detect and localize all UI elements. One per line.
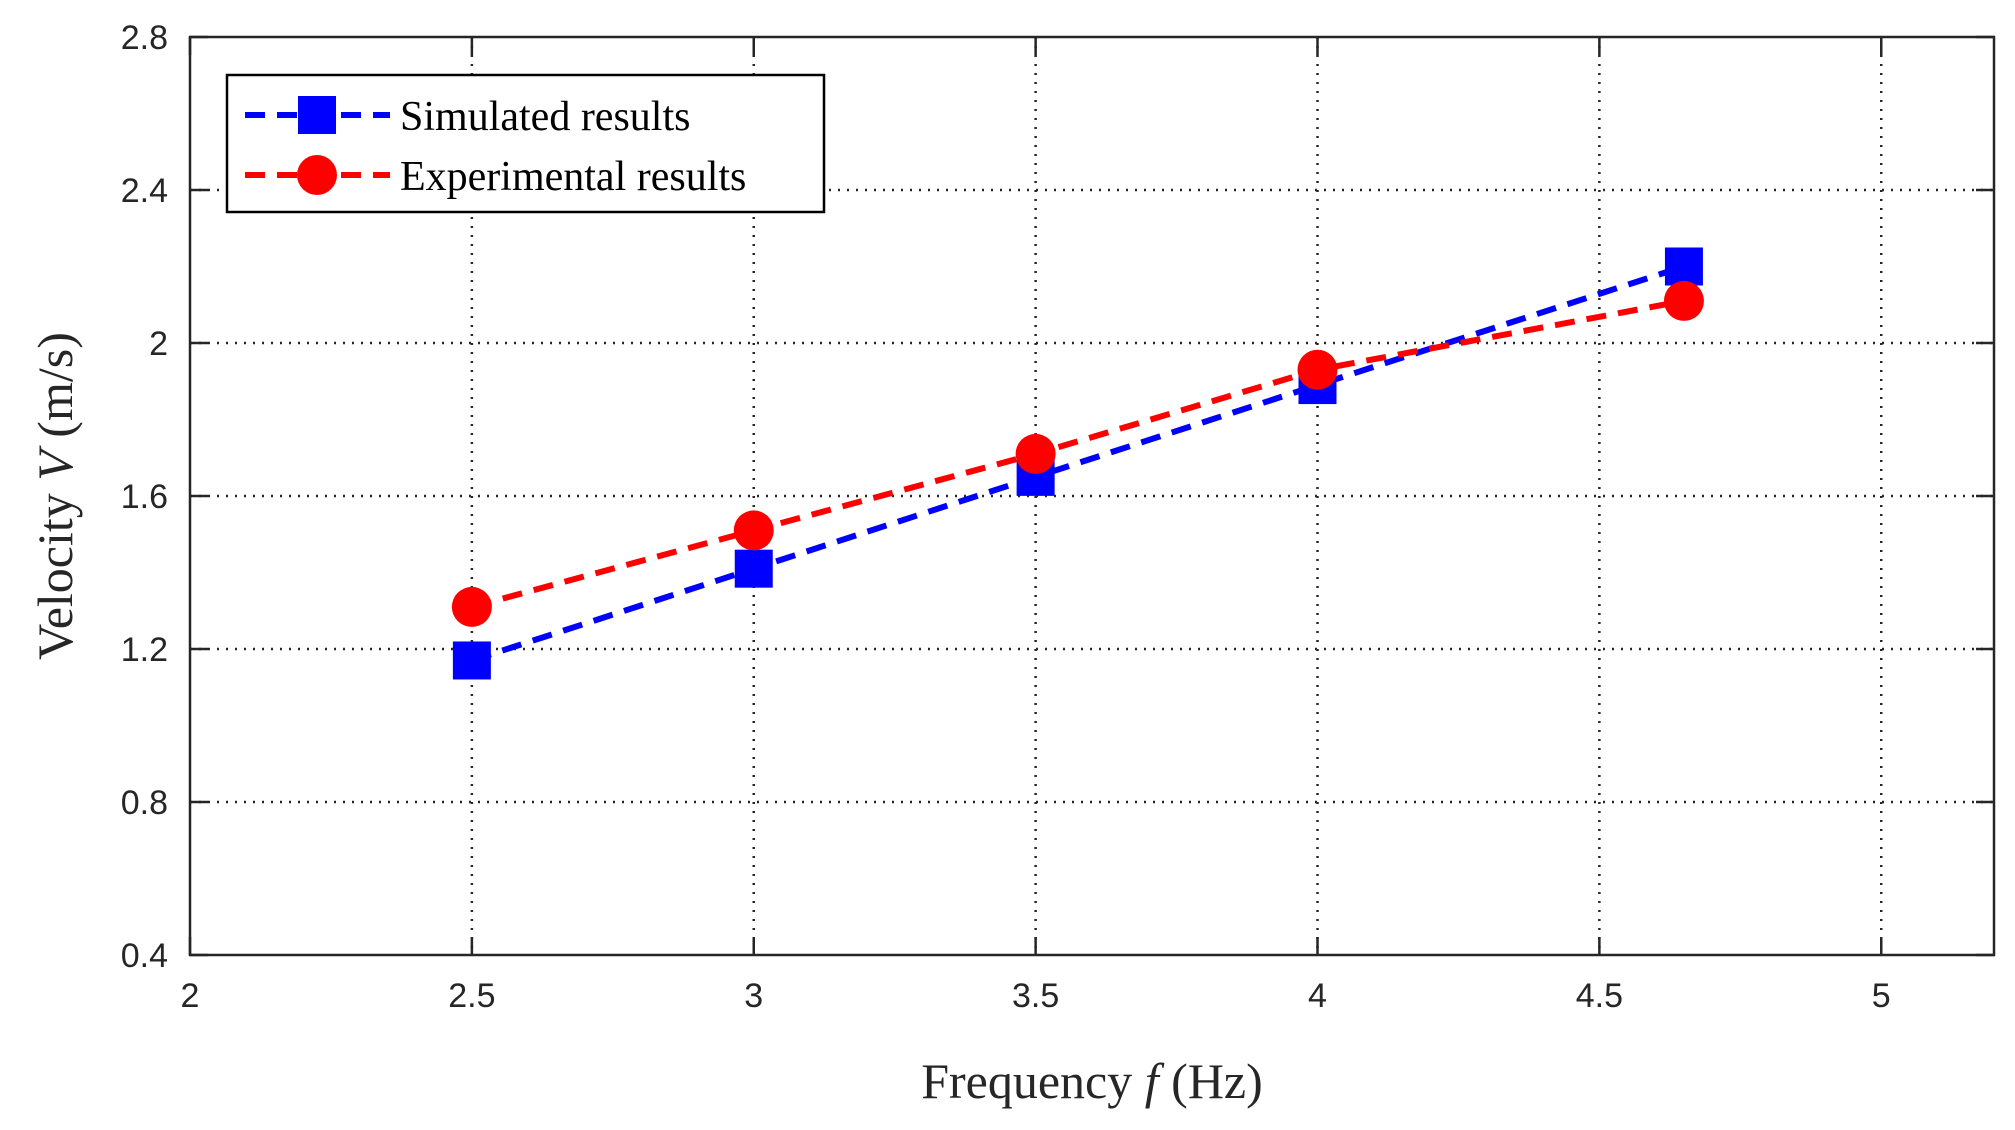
y-tick-label: 1.6 bbox=[121, 478, 168, 516]
x-tick-label: 2 bbox=[181, 977, 200, 1015]
legend-label-simulated: Simulated results bbox=[400, 94, 690, 140]
series-simulated bbox=[452, 247, 1703, 680]
y-tick-label: 2.8 bbox=[121, 19, 168, 57]
series-experimental bbox=[451, 280, 1704, 627]
x-tick-label: 5 bbox=[1872, 977, 1891, 1015]
data-point-square bbox=[1664, 247, 1703, 286]
ticks: 2 2.5 3 3.5 4 4.5 5 0.4 0.8 1.2 1.6 2 2.4 2.8 bbox=[121, 19, 1994, 1015]
x-tick-label: 3.5 bbox=[1012, 977, 1059, 1015]
x-tick-label: 4.5 bbox=[1576, 977, 1623, 1015]
series-line bbox=[471, 297, 1685, 610]
grid bbox=[190, 37, 1994, 955]
x-axis-label: Frequency f (Hz) bbox=[921, 1053, 1263, 1109]
data-point-circle bbox=[451, 586, 492, 627]
y-tick-label: 0.4 bbox=[121, 937, 168, 975]
y-tick-label: 0.8 bbox=[121, 784, 168, 822]
data-point-circle bbox=[733, 510, 774, 551]
x-tick-label: 4 bbox=[1308, 977, 1327, 1015]
data-point-circle bbox=[1015, 433, 1056, 474]
y-tick-label: 1.2 bbox=[121, 631, 168, 669]
legend: Simulated results Experimental results bbox=[225, 73, 826, 214]
legend-marker-square-icon bbox=[298, 96, 336, 134]
data-point-circle bbox=[1297, 349, 1338, 390]
x-tick-label: 2.5 bbox=[448, 977, 495, 1015]
series-line bbox=[470, 263, 1685, 664]
y-tick-label: 2.4 bbox=[121, 172, 168, 210]
y-tick-label: 2 bbox=[149, 325, 168, 363]
legend-marker-circle-icon bbox=[297, 155, 337, 195]
y-axis-label: Velocity V (m/s) bbox=[27, 332, 83, 660]
series-layer bbox=[451, 247, 1704, 680]
legend-label-experimental: Experimental results bbox=[400, 154, 746, 200]
legend-entry-simulated: Simulated results bbox=[245, 94, 690, 140]
data-point-circle bbox=[1663, 280, 1704, 321]
x-tick-label: 3 bbox=[744, 977, 763, 1015]
data-point-square bbox=[452, 641, 491, 680]
legend-entry-experimental: Experimental results bbox=[245, 154, 746, 200]
data-point-square bbox=[734, 549, 773, 588]
